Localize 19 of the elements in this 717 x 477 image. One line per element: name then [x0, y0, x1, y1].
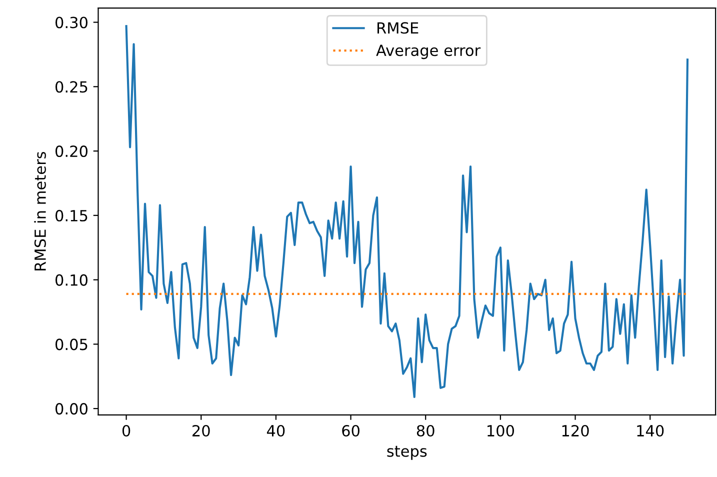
x-tick-label: 40 [266, 424, 285, 437]
x-tick-label: 120 [562, 424, 589, 437]
legend-label: RMSE [378, 22, 418, 34]
legend-label: Average error [376, 44, 481, 60]
x-tick-label: 20 [192, 424, 210, 437]
x-tick-label: 0 [122, 424, 130, 437]
x-axis-title: steps [387, 446, 427, 460]
x-tick-label: 100 [488, 424, 514, 437]
x-tick-label: 80 [416, 424, 434, 437]
x-tick-label: 60 [342, 424, 360, 437]
y-tick-label: 0.15 [55, 210, 88, 222]
y-tick-label: 0.30 [55, 16, 88, 28]
y-axis-title: RMSE in meters [34, 152, 46, 270]
y-tick-label: 0.00 [55, 403, 88, 415]
y-tick-label: 0.20 [55, 146, 88, 158]
y-tick-label: 0.10 [55, 274, 88, 286]
y-tick-label: 0.05 [55, 338, 88, 350]
y-tick-label: 0.25 [55, 81, 88, 93]
x-tick-label: 140 [637, 424, 664, 437]
